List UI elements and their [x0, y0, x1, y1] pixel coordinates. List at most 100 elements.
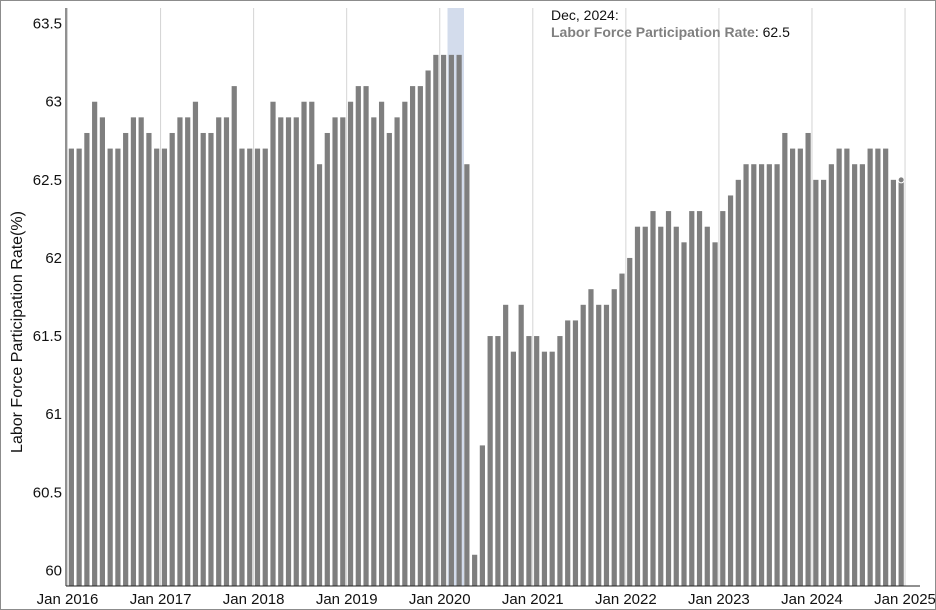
bar-mar-2024 [828, 164, 834, 586]
x-tick-label: Jan 2024 [781, 591, 843, 608]
bar-oct-2024 [883, 148, 889, 586]
bar-sep-2023 [782, 132, 788, 587]
bar-aug-2017 [216, 117, 222, 586]
bar-nov-2019 [425, 70, 431, 586]
bar-may-2019 [378, 101, 385, 586]
bar-aug-2019 [402, 101, 408, 586]
bar-feb-2023 [727, 195, 734, 586]
bar-jul-2023 [766, 164, 772, 586]
y-tick-label: 60 [45, 562, 62, 579]
bar-apr-2021 [557, 336, 563, 586]
bar-jul-2017 [208, 132, 214, 587]
y-tick-label: 61.5 [33, 328, 62, 345]
bar-jan-2019 [347, 101, 354, 586]
bar-may-2020 [472, 554, 478, 586]
bar-jul-2019 [394, 117, 400, 586]
y-tick-label: 63 [45, 94, 62, 111]
bar-oct-2018 [324, 132, 330, 587]
tooltip-series-label: Labor Force Participation Rate [551, 24, 755, 40]
tooltip-value: : 62.5 [754, 24, 790, 40]
bar-dec-2024 [898, 179, 904, 587]
bar-apr-2022 [650, 211, 656, 586]
bar-sep-2021 [596, 304, 602, 586]
bar-dec-2021 [619, 273, 625, 586]
bar-oct-2017 [231, 86, 237, 587]
bar-nov-2023 [797, 148, 803, 586]
bar-jun-2022 [665, 211, 672, 586]
bar-sep-2024 [875, 148, 881, 586]
y-tick-label: 62.5 [33, 172, 62, 189]
bar-dec-2020 [526, 336, 532, 586]
x-tick-label: Jan 2023 [688, 591, 750, 608]
bar-mar-2017 [177, 117, 183, 586]
bar-nov-2020 [518, 304, 524, 586]
x-tick-label: Jan 2018 [223, 591, 285, 608]
bar-may-2024 [844, 148, 850, 586]
bar-mar-2023 [735, 179, 741, 587]
y-tick-label: 60.5 [33, 484, 62, 501]
bar-may-2023 [751, 164, 757, 586]
bar-apr-2017 [185, 117, 191, 586]
bar-jan-2024 [813, 179, 819, 587]
bar-oct-2021 [603, 304, 610, 586]
bar-aug-2020 [495, 336, 501, 586]
bar-jul-2022 [673, 226, 679, 586]
bar-dec-2023 [805, 132, 811, 587]
tooltip-series-line: Labor Force Participation Rate: 62.5 [551, 24, 790, 41]
bar-apr-2023 [743, 164, 749, 586]
bar-apr-2020 [464, 164, 470, 586]
bar-jun-2021 [572, 320, 579, 586]
hover-point-marker [897, 176, 905, 184]
bar-feb-2018 [262, 148, 268, 586]
x-tick-label: Jan 2025 [874, 591, 936, 608]
x-tick-label: Jan 2017 [130, 591, 192, 608]
bar-jan-2016 [68, 148, 74, 586]
bar-may-2021 [565, 320, 571, 586]
bar-aug-2022 [681, 242, 687, 586]
bar-apr-2016 [92, 101, 98, 586]
bar-aug-2021 [588, 289, 594, 586]
bar-feb-2020 [448, 54, 454, 586]
bar-mar-2019 [363, 86, 369, 587]
bar-jun-2016 [107, 148, 113, 586]
bar-oct-2022 [696, 211, 703, 586]
bar-jan-2021 [534, 336, 540, 586]
bar-jul-2020 [487, 336, 493, 586]
bar-aug-2018 [309, 101, 315, 586]
bar-sep-2022 [689, 211, 695, 586]
bar-mar-2021 [549, 351, 555, 586]
bar-may-2018 [285, 117, 292, 586]
x-tick-label: Jan 2022 [595, 591, 657, 608]
x-tick-label: Jan 2020 [409, 591, 471, 608]
bar-jul-2021 [580, 304, 586, 586]
bar-apr-2018 [278, 117, 284, 586]
bar-dec-2018 [340, 117, 346, 586]
bar-sep-2020 [503, 304, 509, 586]
bar-mar-2020 [456, 54, 462, 586]
bar-apr-2024 [836, 148, 842, 586]
bar-oct-2019 [417, 86, 423, 587]
tooltip-date: Dec, 2024: [551, 7, 619, 23]
bar-sep-2018 [316, 164, 323, 586]
bar-aug-2016 [123, 132, 129, 587]
bar-jan-2018 [254, 148, 261, 586]
x-tick-label: Jan 2021 [502, 591, 564, 608]
bar-may-2022 [658, 226, 664, 586]
bar-jan-2020 [441, 54, 447, 586]
bar-feb-2016 [76, 148, 82, 586]
bar-oct-2020 [510, 351, 517, 586]
bar-jun-2023 [758, 164, 765, 586]
bar-mar-2022 [642, 226, 648, 586]
bar-nov-2017 [239, 148, 245, 586]
bar-nov-2022 [704, 226, 710, 586]
bar-may-2016 [99, 117, 105, 586]
bar-jun-2020 [479, 445, 485, 586]
x-tick-label: Jan 2019 [316, 591, 378, 608]
bar-mar-2018 [270, 101, 276, 586]
bar-dec-2016 [154, 148, 160, 586]
bar-aug-2023 [774, 164, 780, 586]
bar-feb-2022 [634, 226, 641, 586]
bar-jan-2022 [627, 257, 633, 586]
bar-mar-2016 [84, 132, 90, 587]
bar-sep-2019 [409, 86, 416, 587]
